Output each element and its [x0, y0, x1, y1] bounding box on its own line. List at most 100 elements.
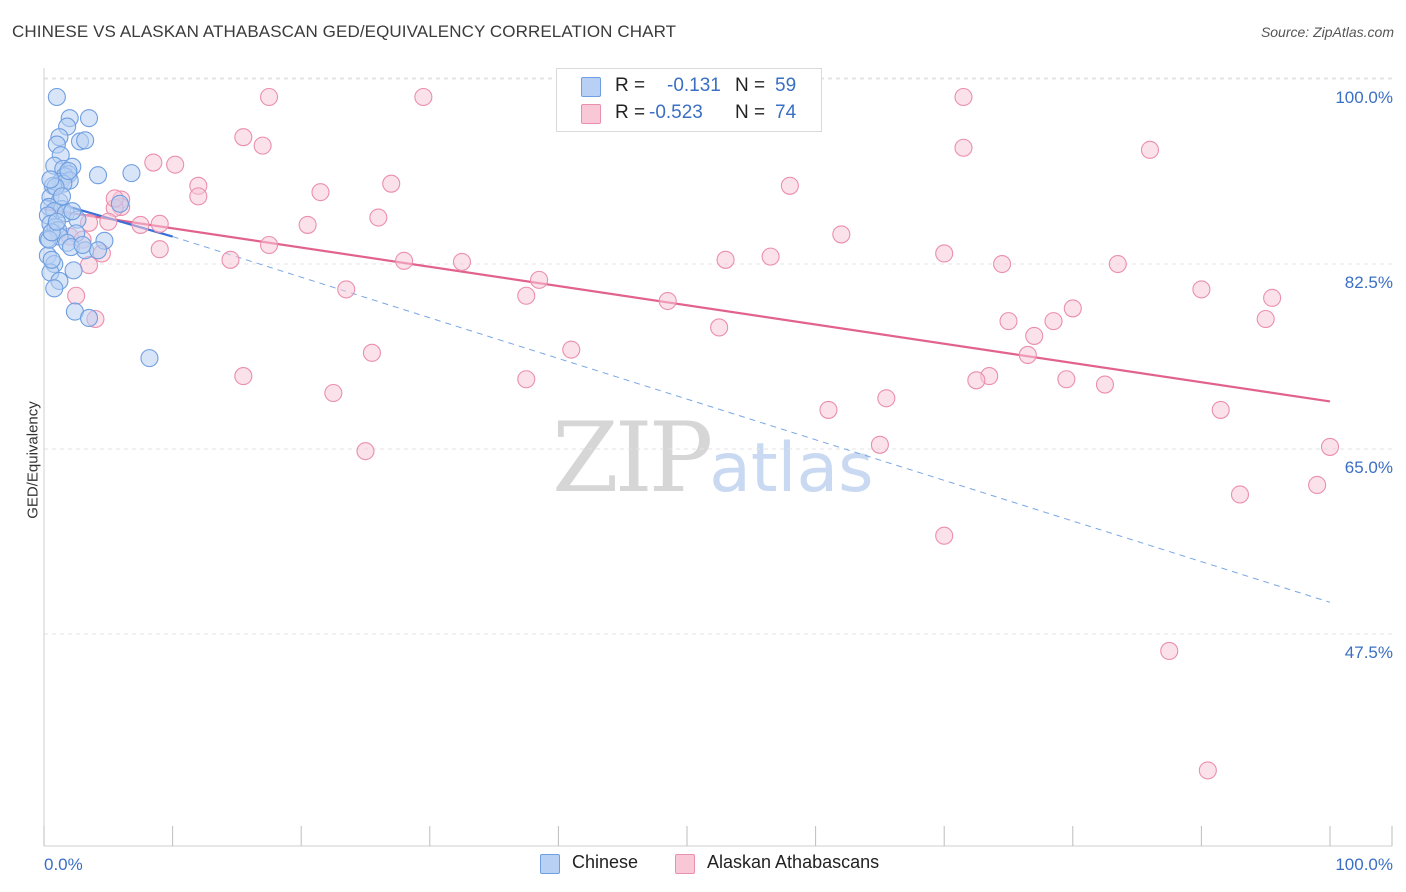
chinese-point	[59, 161, 78, 181]
athabascan-point	[131, 215, 150, 234]
n-label: N =	[735, 102, 766, 123]
athabascan-point	[382, 174, 401, 193]
chinese-point	[64, 261, 83, 280]
athabascan-point	[1256, 309, 1275, 329]
y-tick-labels: 100.0% 82.5% 65.0% 47.5%	[1335, 88, 1393, 662]
athabascan-point	[935, 526, 954, 545]
chinese-point	[42, 250, 61, 269]
athabascan-point	[311, 183, 330, 202]
athabascan-point	[1108, 254, 1127, 274]
watermark: ZIPatlas	[552, 402, 874, 514]
series-legend: Chinese Alaskan Athabascans	[0, 852, 1406, 878]
athabascan-point	[1211, 400, 1230, 419]
athabascan-point	[967, 371, 986, 390]
athabascan-swatch	[581, 104, 601, 124]
athabascan-point	[1095, 375, 1114, 394]
athabascan-point	[832, 225, 851, 244]
chinese-point	[122, 164, 141, 183]
chinese-point	[79, 308, 99, 327]
athabascan-point	[517, 370, 536, 389]
athabascan-point	[259, 87, 279, 107]
athabascan-point	[1057, 370, 1076, 389]
legend-label: Chinese	[572, 852, 639, 872]
athabascan-point	[935, 244, 954, 263]
athabascan-point	[658, 291, 677, 311]
athabascan-point	[1263, 288, 1282, 307]
athabascan-point	[150, 240, 169, 259]
x-tick-labels: 0.0% 100.0%	[44, 855, 1393, 874]
chinese-swatch	[540, 854, 560, 874]
axes	[43, 68, 1392, 847]
n-label: N =	[735, 75, 766, 96]
chinese-point	[41, 170, 60, 189]
athabascan-point	[221, 250, 240, 269]
athabascan-point	[362, 343, 381, 362]
chart-title: CHINESE VS ALASKAN ATHABASCAN GED/EQUIVA…	[12, 22, 677, 41]
athabascan-point	[954, 87, 973, 107]
chinese-point	[88, 166, 108, 185]
y-tick-label: 82.5%	[1345, 273, 1393, 292]
watermark-atlas: atlas	[709, 429, 874, 508]
y-tick-label: 65.0%	[1345, 458, 1393, 477]
r-label: R =	[615, 102, 646, 123]
chinese-point	[52, 187, 72, 206]
athabascan-point	[999, 312, 1018, 331]
athabascan-point	[1320, 437, 1340, 456]
athabascan-point	[324, 383, 343, 403]
athabascan-point	[1063, 299, 1082, 318]
athabascan-point	[150, 214, 169, 233]
athabascan-point	[144, 153, 163, 172]
athabascan-point	[761, 247, 780, 266]
athabascan-point	[819, 400, 838, 419]
athabascan-point	[954, 138, 973, 157]
athabascan-point	[234, 367, 253, 386]
athabascan-swatch	[675, 854, 695, 874]
chinese-point	[88, 241, 108, 260]
data-points	[38, 87, 1340, 780]
source-credit: Source: ZipAtlas.com	[1260, 24, 1394, 40]
athabascan-point	[1140, 140, 1160, 159]
athabascan-point	[369, 208, 388, 227]
athabascan-point	[517, 286, 536, 305]
chinese-point	[47, 212, 66, 231]
x-ticks	[43, 826, 1393, 846]
athabascan-point	[337, 280, 356, 299]
chinese-point	[45, 279, 64, 298]
watermark-zip: ZIP	[552, 402, 713, 514]
athabascan-point	[79, 256, 99, 275]
chinese-trend-extension	[172, 236, 1331, 603]
athabascan-point	[259, 235, 279, 255]
x-tick-label-max: 100.0%	[1335, 855, 1393, 874]
athabascan-point	[1025, 326, 1044, 345]
athabascan-point	[67, 286, 86, 305]
athabascan-point	[298, 215, 317, 234]
legend-label: Alaskan Athabascans	[707, 852, 880, 872]
athabascan-point	[414, 87, 433, 107]
athabascan-point	[1308, 475, 1327, 495]
r-value: -0.523	[649, 102, 703, 123]
athabascan-point	[1192, 280, 1211, 299]
athabascan-point	[189, 187, 208, 206]
chinese-point	[110, 194, 129, 213]
chinese-point	[76, 131, 95, 150]
athabascan-point	[452, 252, 472, 271]
athabascan-point	[716, 250, 735, 269]
athabascan-point	[1198, 761, 1217, 780]
chinese-point	[47, 87, 66, 107]
athabascan-point	[356, 442, 375, 461]
athabascan-point	[234, 128, 253, 147]
athabascan-point	[562, 340, 581, 359]
chinese-point	[79, 109, 99, 128]
athabascan-point	[1160, 641, 1179, 660]
chinese-point	[73, 235, 92, 255]
athabascan-point	[166, 155, 185, 174]
athabascan-point	[710, 318, 729, 337]
athabascan-point	[1230, 485, 1250, 504]
n-value: 59	[775, 75, 797, 96]
athabascan-point	[530, 270, 549, 289]
athabascan-point	[395, 251, 414, 270]
athabascan-point	[870, 435, 889, 454]
athabascan-point	[780, 176, 799, 195]
chinese-point	[140, 349, 159, 368]
